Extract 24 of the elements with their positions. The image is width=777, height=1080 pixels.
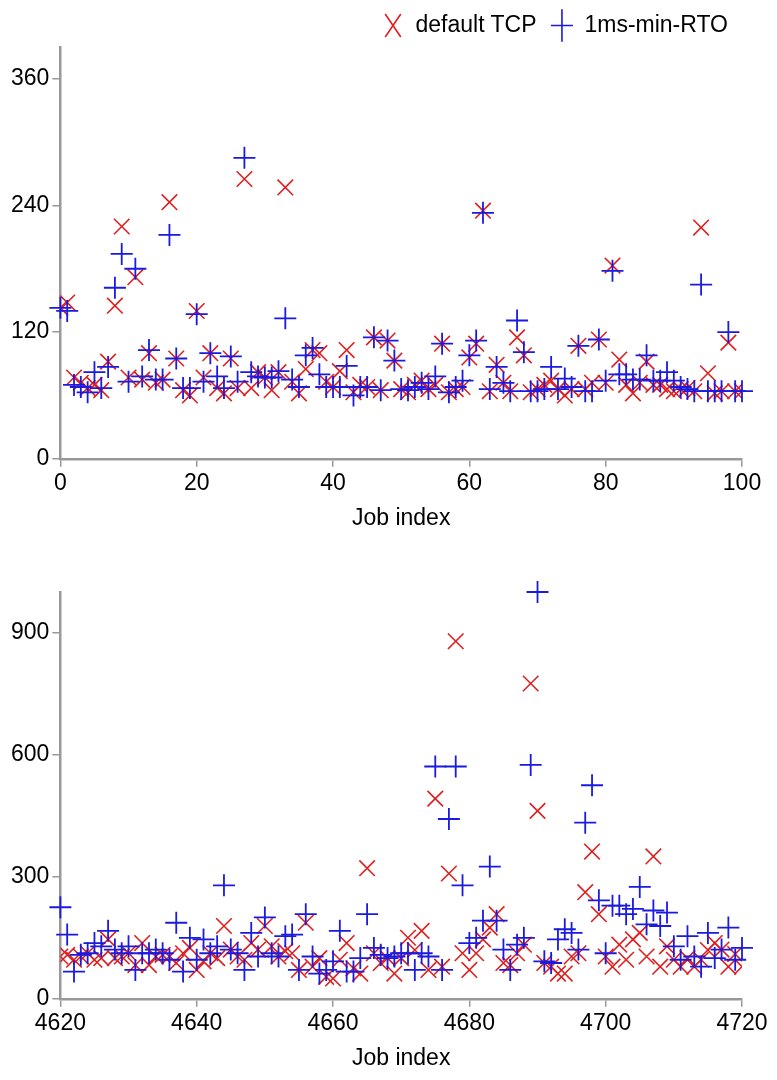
x-tick-label: 4620 [34, 1008, 86, 1035]
y-tick-label: 120 [11, 317, 50, 344]
legend-label: 1ms-min-RTO [584, 10, 729, 37]
x-tick-label: 0 [53, 468, 67, 495]
x-tick-label: 100 [722, 468, 762, 495]
x-axis-title: Job index [351, 1043, 451, 1070]
x-tick-label: 4700 [580, 1008, 632, 1035]
y-tick-label: 0 [36, 984, 50, 1011]
y-tick-label: 300 [11, 862, 50, 889]
x-tick-label: 40 [320, 468, 346, 495]
x-tick-label: 20 [183, 468, 210, 495]
y-tick-label: 600 [11, 740, 50, 767]
y-tick-label: 360 [11, 64, 50, 91]
y-tick-label: 240 [11, 190, 50, 217]
x-tick-label: 60 [456, 468, 483, 495]
x-tick-label: 4720 [716, 1008, 768, 1035]
y-tick-label: 900 [11, 618, 50, 645]
y-tick-label: 0 [36, 444, 50, 471]
x-tick-label: 80 [592, 468, 619, 495]
legend-label: default TCP [415, 10, 537, 37]
x-tick-label: 4640 [171, 1008, 223, 1035]
x-tick-label: 4680 [443, 1008, 495, 1035]
x-tick-label: 4660 [307, 1008, 359, 1035]
x-axis-title: Job index [351, 503, 451, 530]
